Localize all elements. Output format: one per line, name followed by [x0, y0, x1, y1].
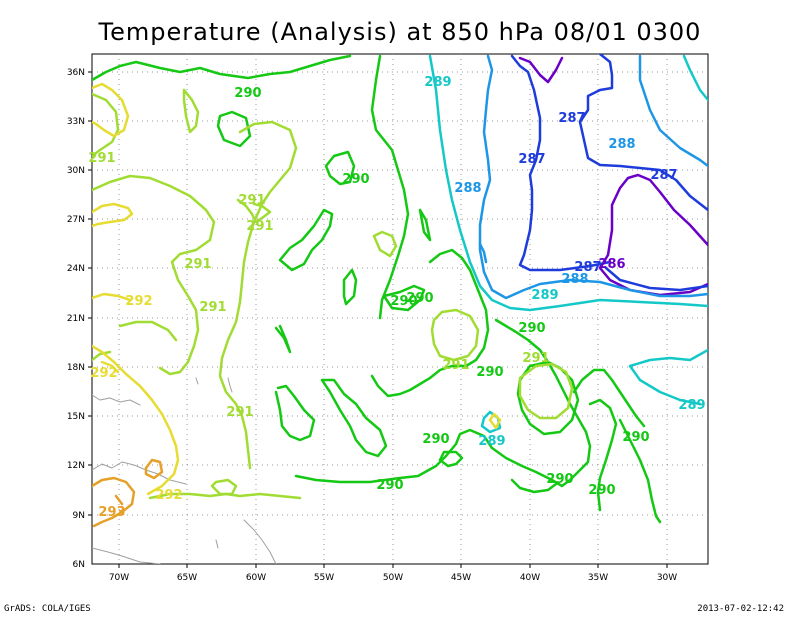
contour-label: 290	[476, 365, 503, 380]
contour-293	[92, 458, 164, 528]
lat-tick-15n: 15N	[67, 412, 85, 422]
contour-label: 290	[622, 430, 649, 445]
lat-tick-18n: 18N	[67, 363, 85, 373]
lat-tick-12n: 12N	[67, 461, 85, 471]
lat-tick-labels: 36N 33N 30N 27N 24N 21N 18N 15N 12N 9N 6…	[67, 68, 85, 570]
tick-marks	[88, 71, 668, 568]
contour-label: 287	[558, 111, 585, 126]
footer-credit: GrADS: COLA/IGES	[4, 604, 91, 614]
lon-tick-60w: 60W	[246, 573, 266, 583]
contour-label: 291	[246, 219, 273, 234]
contour-label: 292	[90, 366, 117, 381]
contour-label: 288	[608, 137, 635, 152]
contour-label: 289	[478, 434, 505, 449]
lat-tick-27n: 27N	[67, 215, 85, 225]
lat-tick-6n: 6N	[73, 560, 85, 570]
contour-291	[92, 88, 574, 500]
contour-290	[92, 54, 662, 524]
contour-label: 290	[390, 294, 417, 309]
contour-287	[510, 54, 708, 292]
lon-tick-65w: 65W	[177, 573, 197, 583]
contour-label: 289	[531, 288, 558, 303]
contour-label: 287	[518, 152, 545, 167]
contour-label: 291	[184, 257, 211, 272]
contour-label: 292	[155, 488, 182, 503]
lon-tick-45w: 45W	[451, 573, 471, 583]
contour-label: 290	[588, 483, 615, 498]
footer-timestamp: 2013-07-02-12:42	[697, 604, 784, 614]
contour-label: 290	[406, 291, 433, 306]
contour-label: 290	[234, 86, 261, 101]
lon-tick-30w: 30W	[657, 573, 677, 583]
contour-label: 287	[574, 260, 601, 275]
lon-tick-50w: 50W	[383, 573, 403, 583]
contour-label: 291	[238, 193, 265, 208]
contour-label: 290	[422, 432, 449, 447]
lat-tick-36n: 36N	[67, 68, 85, 78]
plot-frame	[91, 53, 709, 565]
contour-292	[92, 82, 502, 496]
lat-tick-21n: 21N	[67, 314, 85, 324]
contour-label: 290	[376, 478, 403, 493]
contour-labels: 290 289 287 288 287 287 291 290 288 291 …	[88, 75, 705, 520]
lat-tick-33n: 33N	[67, 117, 85, 127]
contour-label: 288	[561, 272, 588, 287]
contour-label: 287	[650, 168, 677, 183]
contour-label: 291	[442, 358, 469, 373]
contour-289	[428, 54, 708, 434]
contour-288	[478, 54, 708, 300]
contour-label: 290	[546, 472, 573, 487]
lat-tick-30n: 30N	[67, 166, 85, 176]
lon-tick-labels: 70W 65W 60W 55W 50W 45W 40W 35W 30W	[109, 573, 677, 583]
contour-label: 289	[424, 75, 451, 90]
contour-label: 286	[598, 257, 625, 272]
contour-label: 292	[125, 294, 152, 309]
lon-tick-40w: 40W	[520, 573, 540, 583]
contour-label: 291	[199, 300, 226, 315]
lon-tick-55w: 55W	[314, 573, 334, 583]
lon-tick-35w: 35W	[588, 573, 608, 583]
lon-tick-70w: 70W	[109, 573, 129, 583]
contour-label: 291	[226, 405, 253, 420]
lat-tick-9n: 9N	[73, 511, 85, 521]
contour-label: 290	[518, 321, 545, 336]
contour-label: 291	[522, 351, 549, 366]
contour-label: 291	[88, 151, 115, 166]
contour-label: 289	[678, 398, 705, 413]
contour-label: 288	[454, 181, 481, 196]
map-title: Temperature (Analysis) at 850 hPa 08/01 …	[98, 18, 702, 46]
lat-tick-24n: 24N	[67, 264, 85, 274]
coastlines	[92, 377, 277, 564]
contour-label: 290	[342, 172, 369, 187]
contour-label: 293	[98, 505, 125, 520]
